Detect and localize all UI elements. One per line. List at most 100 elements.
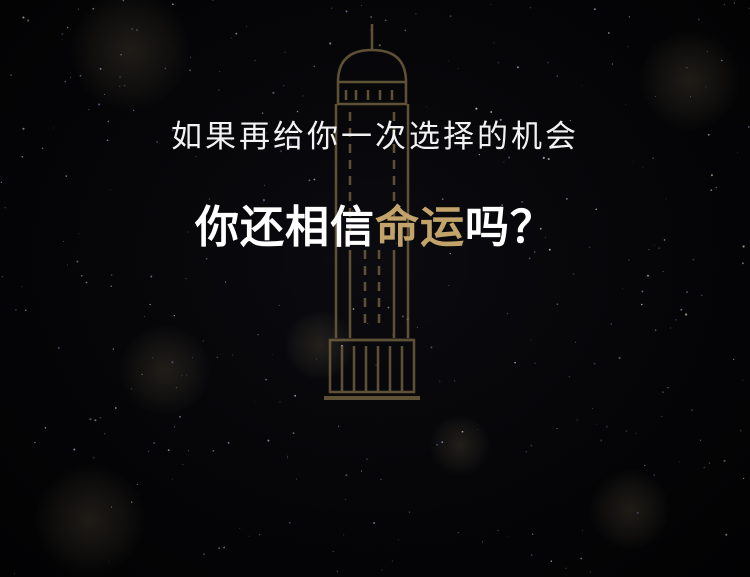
star: [490, 111, 493, 113]
star: [499, 118, 502, 121]
star: [565, 567, 567, 570]
star: [680, 308, 683, 311]
star: [227, 441, 230, 444]
star: [507, 535, 509, 537]
star: [122, 0, 125, 2]
star: [449, 252, 451, 255]
star: [77, 8, 79, 10]
star: [710, 174, 713, 177]
star: [653, 244, 655, 246]
star: [20, 285, 23, 288]
star: [539, 227, 542, 230]
star: [187, 450, 190, 452]
star: [171, 361, 174, 364]
star: [361, 4, 363, 6]
star: [548, 248, 551, 251]
star: [189, 69, 191, 72]
star: [164, 67, 166, 69]
star: [748, 126, 750, 128]
star: [556, 303, 559, 305]
star: [302, 95, 304, 97]
star: [448, 60, 450, 62]
star: [628, 16, 631, 18]
star: [352, 308, 355, 310]
star: [107, 120, 110, 123]
star: [700, 294, 703, 297]
star: [706, 50, 708, 53]
star: [89, 418, 92, 421]
star: [593, 8, 596, 11]
star: [588, 246, 591, 249]
star: [742, 245, 745, 248]
star: [171, 129, 174, 132]
bokeh-light: [430, 415, 490, 475]
star: [373, 522, 375, 524]
star: [66, 264, 68, 266]
star: [655, 96, 657, 97]
star: [461, 430, 464, 433]
star: [395, 242, 397, 244]
star: [370, 16, 372, 18]
headline-ending: 吗？: [465, 202, 555, 253]
star: [1, 276, 3, 278]
star: [689, 96, 692, 98]
star: [172, 3, 174, 6]
star: [337, 425, 340, 427]
star: [13, 573, 15, 575]
star: [223, 546, 225, 549]
star: [679, 461, 681, 463]
star: [685, 313, 688, 316]
star: [114, 407, 117, 409]
star: [205, 258, 208, 260]
star: [173, 426, 176, 428]
star: [426, 106, 428, 108]
star: [741, 262, 744, 265]
star: [625, 430, 628, 432]
star: [610, 323, 612, 325]
star: [618, 356, 621, 359]
star: [131, 27, 134, 30]
star: [131, 501, 133, 503]
star: [685, 66, 688, 69]
star: [230, 139, 233, 141]
star: [647, 274, 649, 277]
star: [648, 248, 650, 251]
star: [708, 462, 711, 464]
bokeh-light: [285, 310, 355, 380]
star: [635, 432, 638, 435]
star: [246, 26, 247, 27]
star: [254, 401, 256, 403]
star: [167, 449, 170, 451]
star: [387, 306, 390, 309]
star: [149, 303, 151, 306]
star: [343, 534, 345, 536]
star: [64, 81, 66, 83]
star: [581, 530, 583, 531]
star: [345, 474, 348, 477]
star: [663, 239, 666, 241]
star: [208, 198, 210, 200]
star: [506, 313, 508, 315]
star: [173, 314, 176, 317]
star: [239, 527, 241, 529]
star: [534, 362, 536, 364]
star: [179, 415, 181, 418]
star: [569, 119, 571, 122]
star: [697, 18, 700, 21]
star: [344, 499, 346, 500]
star: [266, 232, 269, 234]
star: [261, 112, 264, 114]
star: [219, 70, 221, 72]
star: [416, 326, 418, 328]
star: [707, 133, 710, 136]
star: [572, 273, 575, 275]
star: [542, 156, 545, 159]
star: [271, 354, 273, 356]
star: [625, 104, 627, 106]
star: [367, 323, 369, 325]
star: [190, 56, 191, 58]
star: [288, 521, 291, 524]
star: [267, 439, 270, 442]
star: [592, 407, 594, 409]
star: [397, 539, 399, 541]
